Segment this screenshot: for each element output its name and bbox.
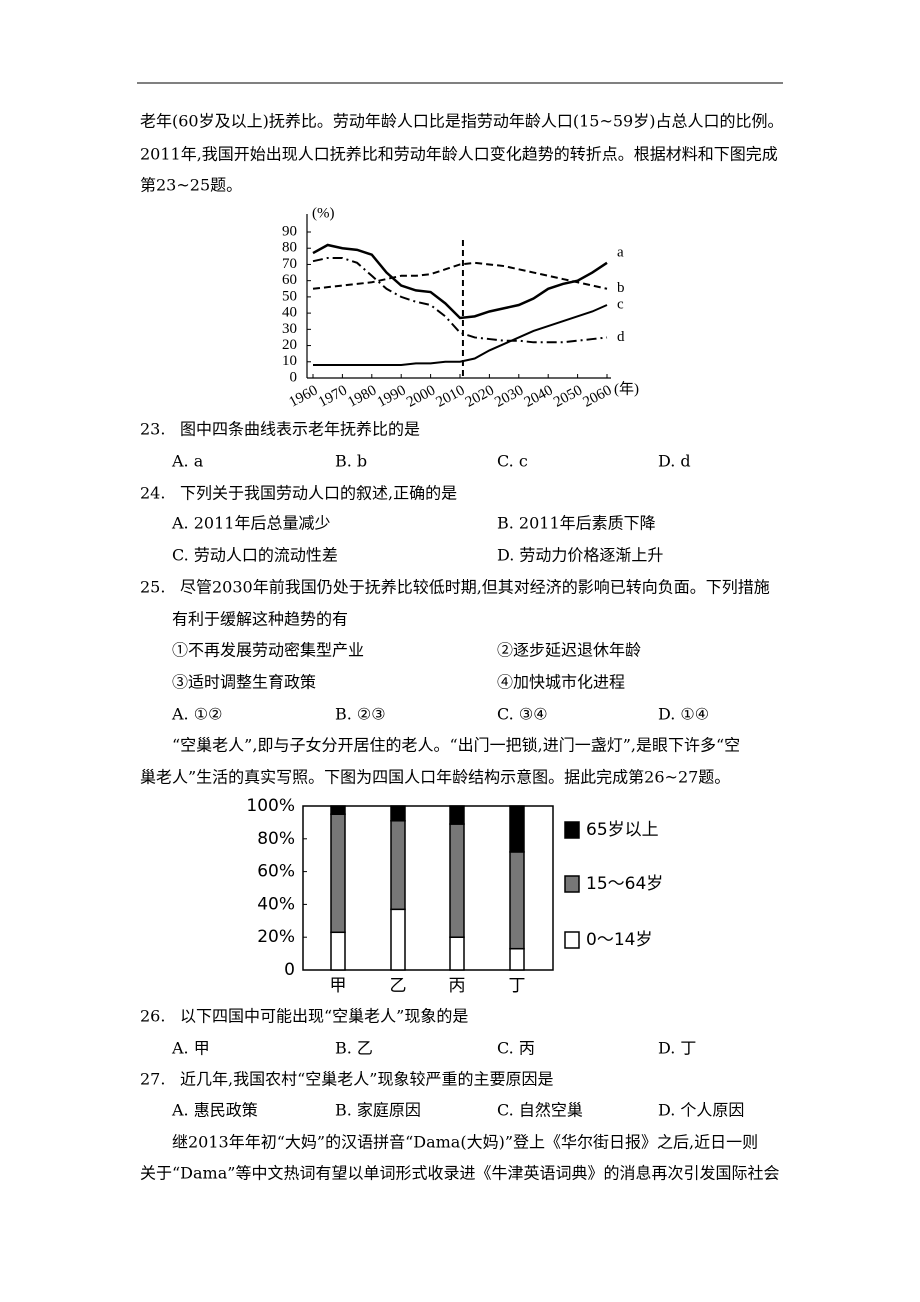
x-axis-label: (年): [614, 380, 639, 397]
answer-option: A. 2011年后总量减少: [171, 514, 330, 533]
y-tick-label: 40%: [257, 894, 295, 914]
answer-option: B. ②③: [335, 705, 386, 724]
answer-option: D. 个人原因: [658, 1101, 744, 1120]
answer-option: B. 乙: [335, 1039, 373, 1058]
statement-item: ①不再发展劳动密集型产业: [172, 641, 364, 660]
answer-option: D. ①④: [658, 705, 709, 724]
answer-option: A. a: [171, 452, 204, 471]
y-tick-label: 20: [282, 337, 297, 353]
answer-option: C. c: [497, 452, 528, 471]
question-text: 下列关于我国劳动人口的叙述,正确的是: [180, 484, 457, 503]
answer-option: D. d: [658, 452, 691, 471]
bar-segment: [330, 805, 346, 815]
answer-option: C. ③④: [497, 705, 548, 724]
statement-item: ③适时调整生育政策: [172, 673, 316, 692]
question-text: 尽管2030年前我国仍处于抚养比较低时期,但其对经济的影响已转向负面。下列措施: [180, 578, 770, 597]
intro-line: 巢老人”生活的真实写照。下图为四国人口年龄结构示意图。据此完成第26~27题。: [140, 768, 730, 787]
answer-option: B. 家庭原因: [335, 1101, 421, 1120]
y-tick-label: 60: [282, 272, 297, 288]
question-number: 24.: [140, 484, 165, 503]
bar-segment: [449, 936, 465, 971]
y-tick-label: 100%: [246, 796, 295, 816]
paragraph-line: 继2013年年初“大妈”的汉语拼音“Dama(大妈)”登上《华尔街日报》之后,近…: [172, 1133, 758, 1152]
bar-segment: [509, 805, 525, 853]
question-text: 近几年,我国农村“空巢老人”现象较严重的主要原因是: [180, 1070, 553, 1089]
legend-label: 65岁以上: [586, 820, 659, 840]
x-tick-label: 丙: [449, 976, 466, 996]
intro-line: 2011年,我国开始出现人口抚养比和劳动年龄人口变化趋势的转折点。根据材料和下图…: [140, 145, 778, 164]
y-tick-label: 30: [282, 321, 297, 337]
series-label: d: [617, 329, 625, 345]
answer-option: D. 丁: [658, 1039, 696, 1058]
legend-label: 15～64岁: [586, 874, 663, 894]
answer-option: A. 甲: [171, 1039, 210, 1058]
bar-segment: [509, 947, 525, 971]
paragraph-line: 关于“Dama”等中文热词有望以单词形式收录进《牛津英语词典》的消息再次引发国际…: [140, 1164, 779, 1183]
x-tick-label: 2060: [580, 382, 614, 410]
answer-option: A. 惠民政策: [171, 1101, 258, 1120]
legend-label: 0～14岁: [586, 930, 652, 950]
bar-segment: [390, 820, 406, 911]
bar-segment: [330, 813, 346, 934]
answer-option: B. b: [335, 452, 367, 471]
intro-line: “空巢老人”,即与子女分开居住的老人。“出门一把锁,进门一盏灯”,是眼下许多“空: [172, 736, 740, 755]
y-tick-label: 0: [284, 960, 295, 980]
question-text: 图中四条曲线表示老年抚养比的是: [180, 420, 420, 439]
legend-swatch: [564, 931, 580, 949]
statement-item: ②逐步延迟退休年龄: [497, 641, 641, 660]
y-tick-label: 0: [290, 369, 298, 385]
answer-option: C. 自然空巢: [497, 1101, 583, 1120]
bar-segment: [390, 805, 406, 822]
answer-option: B. 2011年后素质下降: [497, 514, 656, 533]
y-tick-label: 90: [282, 223, 297, 239]
bar-segment: [449, 823, 465, 938]
bar-segment: [390, 908, 406, 971]
question-number: 27.: [140, 1070, 165, 1089]
answer-option: A. ①②: [171, 705, 222, 724]
y-tick-label: 50: [282, 288, 297, 304]
series-label: a: [617, 244, 624, 260]
y-tick-label: 10: [282, 353, 297, 369]
x-tick-label: 丁: [509, 976, 526, 996]
series-line: [312, 256, 608, 344]
plot-frame: [302, 805, 554, 971]
answer-option: C. 劳动人口的流动性差: [172, 546, 338, 565]
series-label: b: [617, 280, 625, 296]
series-line: [313, 304, 608, 367]
question-text: 以下四国中可能出现“空巢老人”现象的是: [180, 1007, 468, 1026]
legend-swatch: [564, 875, 580, 893]
question-number: 25.: [140, 578, 165, 597]
y-tick-label: 40: [282, 305, 297, 321]
x-tick-label: 甲: [330, 976, 347, 996]
question-number: 23.: [140, 420, 165, 439]
question-text: 有利于缓解这种趋势的有: [172, 610, 348, 629]
series-line: [312, 243, 608, 320]
question-number: 26.: [140, 1007, 165, 1026]
y-tick-label: 20%: [257, 927, 295, 947]
answer-option: D. 劳动力价格逐渐上升: [497, 546, 663, 565]
intro-line: 老年(60岁及以上)抚养比。劳动年龄人口比是指劳动年龄人口(15~59岁)占总人…: [140, 112, 783, 131]
answer-option: C. 丙: [497, 1039, 535, 1058]
y-tick-label: 80%: [257, 829, 295, 849]
statement-item: ④加快城市化进程: [497, 673, 625, 692]
y-tick-label: 60%: [257, 862, 295, 882]
y-tick-label: 80: [282, 240, 297, 256]
y-axis-label: (%): [312, 205, 335, 221]
intro-line: 第23~25题。: [140, 176, 242, 195]
x-tick-label: 乙: [390, 976, 407, 996]
bar-segment: [449, 805, 465, 825]
bar-segment: [509, 851, 525, 950]
y-tick-label: 70: [282, 256, 297, 272]
series-line: [312, 261, 608, 290]
series-label: c: [617, 296, 624, 312]
bar-segment: [330, 931, 346, 971]
legend-swatch: [564, 821, 580, 839]
